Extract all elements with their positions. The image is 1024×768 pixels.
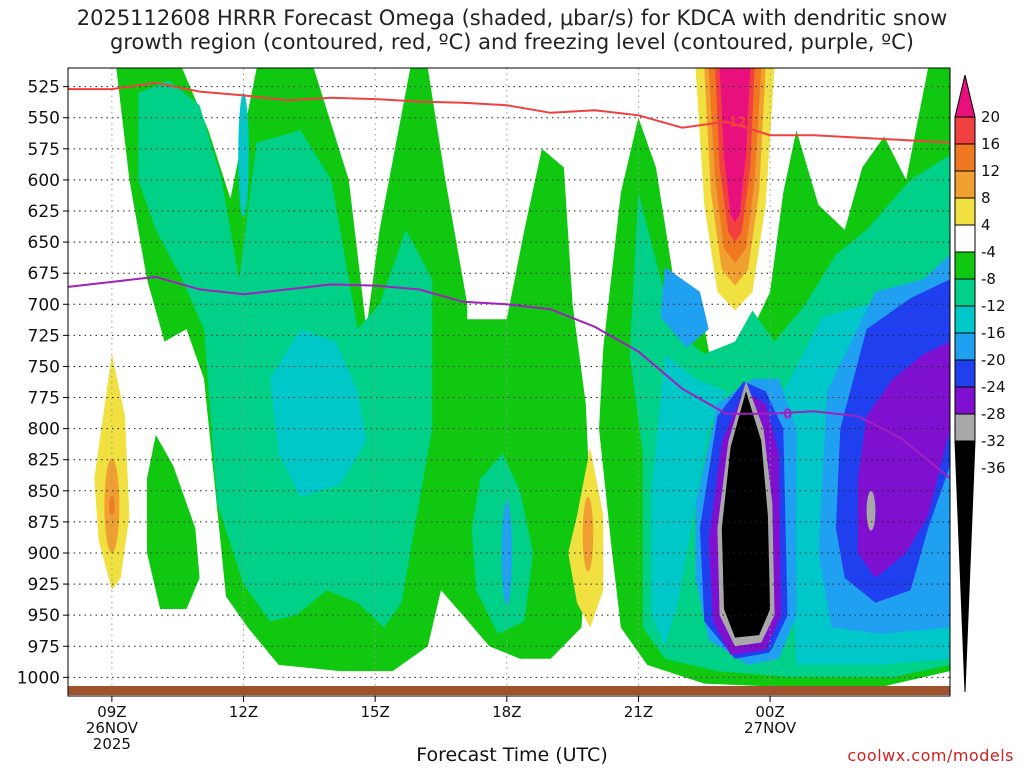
colorbar-label: -16 <box>981 324 1006 342</box>
y-tick-label: 575 <box>28 140 60 160</box>
colorbar-segment <box>954 359 976 388</box>
y-tick-label: 875 <box>28 513 60 533</box>
colorbar-label: -32 <box>981 432 1006 450</box>
colorbar-segment <box>954 386 976 415</box>
colorbar-label: 12 <box>981 162 1000 180</box>
colorbar-label: 20 <box>981 108 1000 126</box>
y-tick-label: 775 <box>28 389 60 409</box>
colorbar-label: -24 <box>981 378 1006 396</box>
colorbar-label: 4 <box>981 216 991 234</box>
colorbar-label: -28 <box>981 405 1006 423</box>
y-tick-label: 825 <box>28 451 60 471</box>
y-tick-label: 950 <box>28 606 60 626</box>
contour-line <box>68 81 950 144</box>
chart-title: 2025112608 HRRR Forecast Omega (shaded, … <box>76 6 948 54</box>
colorbar-segment <box>954 143 976 172</box>
y-tick-label: 525 <box>28 78 60 98</box>
x-tick-label: 12Z <box>229 703 258 721</box>
y-tick-label: 550 <box>28 109 60 129</box>
colorbar-segment <box>954 197 976 226</box>
colorbar-label: -36 <box>981 459 1006 477</box>
colorbar-label: -20 <box>981 351 1006 369</box>
y-tick-label: 850 <box>28 482 60 502</box>
contour-line <box>68 275 950 480</box>
y-tick-label: 925 <box>28 575 60 595</box>
colorbar-extend-top <box>954 74 976 118</box>
colorbar-label: -4 <box>981 243 996 261</box>
colorbar-segment <box>954 278 976 307</box>
y-tick-label: 675 <box>28 264 60 284</box>
colorbar-label: 16 <box>981 135 1000 153</box>
omega-region-m28 <box>857 341 950 578</box>
omega-shading <box>94 68 950 688</box>
colorbar-label: 8 <box>981 189 991 207</box>
plot-frame <box>67 67 951 697</box>
colorbar-segment <box>954 332 976 361</box>
y-axis: 525 550 575 600 625 650 675 700 725 750 775 800 825 8… <box>17 78 68 688</box>
colorbar-segment <box>954 413 976 442</box>
omega-region-m32 <box>866 490 876 531</box>
colorbar-segment <box>954 224 976 253</box>
y-tick-label: 625 <box>28 202 60 222</box>
omega-region-m16 <box>651 354 727 647</box>
colorbar[interactable]: 20 16 12 8 4 -4 -8 -12 -16 -20 -24 -28 -32 -36 <box>954 74 1006 693</box>
x-tick-label: 00Z <box>755 703 784 721</box>
x-tick-label: 2025 <box>93 735 131 753</box>
colorbar-segment <box>954 116 976 145</box>
omega-region-m16 <box>269 329 367 497</box>
grid <box>68 68 950 696</box>
contour-label: -12 <box>723 115 747 130</box>
ground-surface <box>68 686 950 695</box>
x-tick-label: 21Z <box>624 703 653 721</box>
contour-label: 0 <box>783 408 792 423</box>
contour-lines: -12 0 <box>68 81 950 480</box>
colorbar-label: -12 <box>981 297 1006 315</box>
colorbar-segment <box>954 251 976 280</box>
omega-region-p8 <box>582 497 594 572</box>
x-tick-label: 27NOV <box>744 719 797 737</box>
x-tick-label: 09Z <box>97 703 126 721</box>
omega-region-m16 <box>238 92 249 218</box>
x-tick-label: 26NOV <box>86 719 139 737</box>
y-tick-label: 700 <box>28 295 60 315</box>
y-tick-label: 1000 <box>17 668 60 688</box>
x-axis-title: Forecast Time (UTC) <box>416 744 608 766</box>
y-tick-label: 600 <box>28 171 60 191</box>
y-tick-label: 750 <box>28 357 60 377</box>
omega-region-m12 <box>138 80 433 628</box>
colorbar-label: -8 <box>981 270 996 288</box>
y-tick-label: 900 <box>28 544 60 564</box>
colorbar-extend-bottom <box>954 440 976 693</box>
colorbar-segment <box>954 305 976 334</box>
omega-region-p12 <box>109 495 115 516</box>
y-tick-label: 650 <box>28 233 60 253</box>
x-tick-label: 15Z <box>360 703 389 721</box>
omega-region-m20 <box>660 267 709 348</box>
y-tick-label: 725 <box>28 326 60 346</box>
colorbar-segment <box>954 170 976 199</box>
x-tick-label: 18Z <box>492 703 521 721</box>
omega-region-m36 <box>721 391 771 638</box>
omega-region-p20 <box>719 68 751 223</box>
credit-link[interactable]: coolwx.com/models <box>847 746 1014 765</box>
y-tick-label: 975 <box>28 637 60 657</box>
y-tick-label: 800 <box>28 420 60 440</box>
